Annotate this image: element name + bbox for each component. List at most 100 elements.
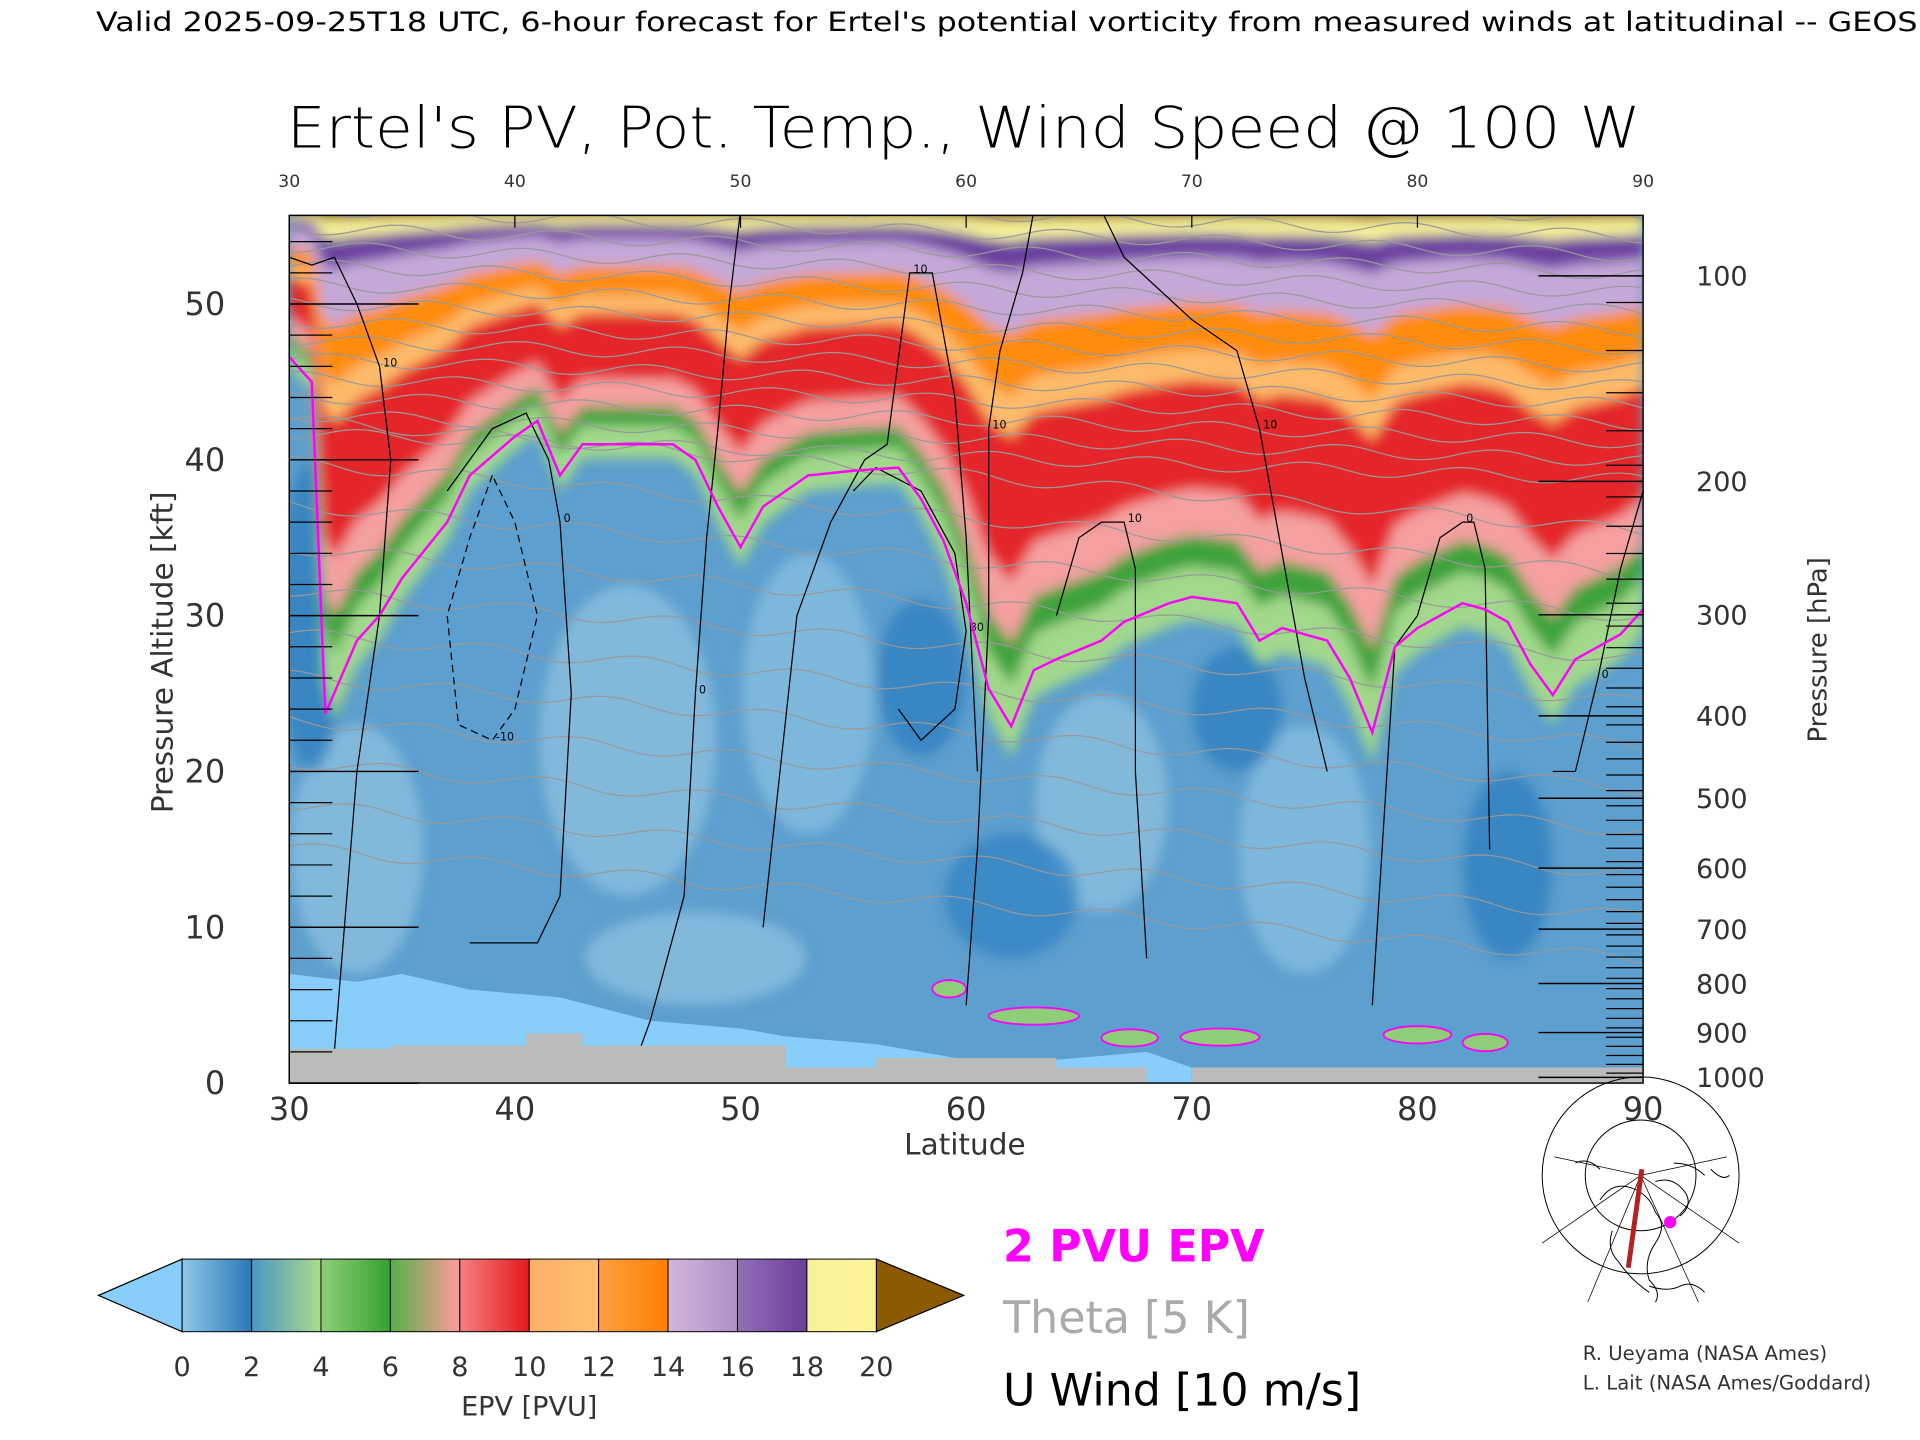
- wind-contour-label: 0: [1602, 668, 1609, 681]
- y-tick-label: 20: [185, 753, 226, 791]
- surface-pv-patch: [1461, 1033, 1509, 1053]
- wind-contour-label: 0: [564, 512, 571, 525]
- colorbar-segment: [598, 1258, 669, 1333]
- header-subtitle: Valid 2025-09-25T18 UTC, 6-hour forecast…: [96, 7, 1918, 38]
- colorbar-segment: [667, 1258, 738, 1333]
- wind-contour-label: 10: [383, 356, 397, 369]
- y-axis-label: Pressure Altitude [kft]: [145, 491, 179, 813]
- location-map-inset: [1541, 1076, 1740, 1303]
- pressure-tick-label: 500: [1696, 784, 1748, 815]
- y-tick-label: 40: [185, 441, 226, 479]
- wind-contour: [762, 272, 979, 928]
- troposphere-shade: [876, 600, 966, 756]
- theta-contour-325: [289, 629, 1644, 751]
- theta-contour-305: [289, 803, 1644, 916]
- map-coastlines: [1575, 1160, 1730, 1303]
- x-tick-label: 90: [1623, 1090, 1664, 1128]
- colorbar-tick-label: 0: [174, 1352, 191, 1383]
- x-tick-label: 70: [1171, 1090, 1212, 1128]
- cross-section-line: [1625, 1168, 1645, 1269]
- top-lat-tick-label: 60: [955, 172, 977, 192]
- theta-contour-315: [289, 716, 1644, 836]
- surface-pv-patch: [931, 979, 968, 999]
- top-lat-tick-label: 30: [278, 172, 300, 192]
- colorbar-segment: [251, 1258, 322, 1333]
- wind-contour: [1103, 215, 1328, 772]
- colorbar-tick-label: 14: [651, 1352, 685, 1383]
- surface-pv-patch: [1382, 1025, 1453, 1045]
- y-tick-label: 10: [185, 908, 226, 946]
- theta-contour-375: [289, 353, 1644, 409]
- wind-contour: [446, 475, 539, 742]
- wind-contour-label: 10: [913, 263, 927, 276]
- pv2-line: [289, 356, 1644, 737]
- colorbar: 0 2 4 6 8 10 12 14 16 18 20: [96, 1258, 966, 1383]
- theta-contour-365: [289, 391, 1644, 449]
- colorbar-label: EPV [PVU]: [461, 1391, 597, 1422]
- y-tick-label: 0: [205, 1064, 225, 1102]
- terrain: [289, 1033, 1644, 1084]
- wind-contour: [1552, 490, 1644, 773]
- troposphere-shade: [584, 911, 807, 1006]
- theta-contour-345: [289, 455, 1644, 581]
- colorbar-tick-label: 6: [382, 1352, 399, 1383]
- pressure-tick-label: 1000: [1696, 1063, 1765, 1094]
- x-tick-label: 80: [1397, 1090, 1438, 1128]
- theta-contour-360: [289, 411, 1644, 466]
- troposphere-shade: [944, 833, 1078, 959]
- axes: 30 40 50 60 70 80 9001020304050100200300400500…: [185, 215, 1765, 1128]
- surface-pv-patch: [1100, 1028, 1159, 1048]
- wind-contour: [852, 466, 967, 742]
- colorbar-tick-label: 12: [581, 1352, 615, 1383]
- credit-line-1: R. Ueyama (NASA Ames): [1583, 1342, 1827, 1365]
- terrain-fill: [289, 1033, 1644, 1084]
- pressure-tick-label: 800: [1696, 969, 1748, 1000]
- colorbar-segment: [459, 1258, 530, 1333]
- wind-contour: [965, 215, 1034, 1006]
- pressure-tick-label: 200: [1696, 467, 1748, 498]
- pv-band-18: [289, 215, 1644, 242]
- colorbar-segment: [320, 1258, 391, 1333]
- colorbar-tick-label: 2: [243, 1352, 260, 1383]
- top-latitude-ticks: 30 40 50 60 70 80 90: [278, 172, 1654, 192]
- wind-contour-label: 10: [1128, 512, 1142, 525]
- colorbar-segment: [389, 1258, 461, 1333]
- colorbar-tick-label: 10: [512, 1352, 546, 1383]
- troposphere-shade: [741, 553, 875, 834]
- x-tick-label: 30: [269, 1090, 310, 1128]
- theta-contour-395: [289, 277, 1644, 338]
- colorbar-segment: [528, 1258, 600, 1333]
- legend-theta: Theta [5 K]: [1002, 1293, 1250, 1344]
- theta-contour-380: [289, 335, 1644, 391]
- wind-contour-label: 0: [1466, 512, 1473, 525]
- colorbar-tick-label: 8: [451, 1352, 468, 1383]
- map-latitude-ring: [1584, 1119, 1697, 1232]
- troposphere-shade: [1192, 646, 1282, 772]
- theta-contour-320: [289, 669, 1644, 795]
- colorbar-segment: [181, 1258, 253, 1333]
- wind-contour: [1055, 521, 1148, 959]
- x-tick-label: 40: [495, 1090, 536, 1128]
- theta-contour-300: [289, 843, 1644, 966]
- top-lat-tick-label: 70: [1181, 172, 1203, 192]
- theta-contour-370: [289, 370, 1644, 431]
- y-tick-label: 50: [185, 285, 226, 323]
- pressure-tick-label: 700: [1696, 915, 1748, 946]
- theta-contour-310: [289, 762, 1644, 876]
- surface-pv-patch: [987, 1006, 1080, 1026]
- colorbar-under-triangle: [96, 1258, 183, 1333]
- theta-contour-400: [289, 259, 1644, 315]
- wind-contour: [289, 256, 392, 1052]
- credit-line-2: L. Lait (NASA Ames/Goddard): [1583, 1372, 1871, 1395]
- wind-contour-label: 10: [1263, 419, 1277, 432]
- map-latitude-ring: [1541, 1076, 1740, 1275]
- pv-band-20: [314, 215, 1644, 221]
- map-location-marker: [1664, 1216, 1677, 1229]
- pressure-tick-label: 900: [1696, 1018, 1748, 1049]
- y2-axis-label: Pressure [hPa]: [1803, 557, 1833, 742]
- theta-contour-390: [289, 297, 1644, 355]
- colorbar-over-triangle: [875, 1258, 966, 1333]
